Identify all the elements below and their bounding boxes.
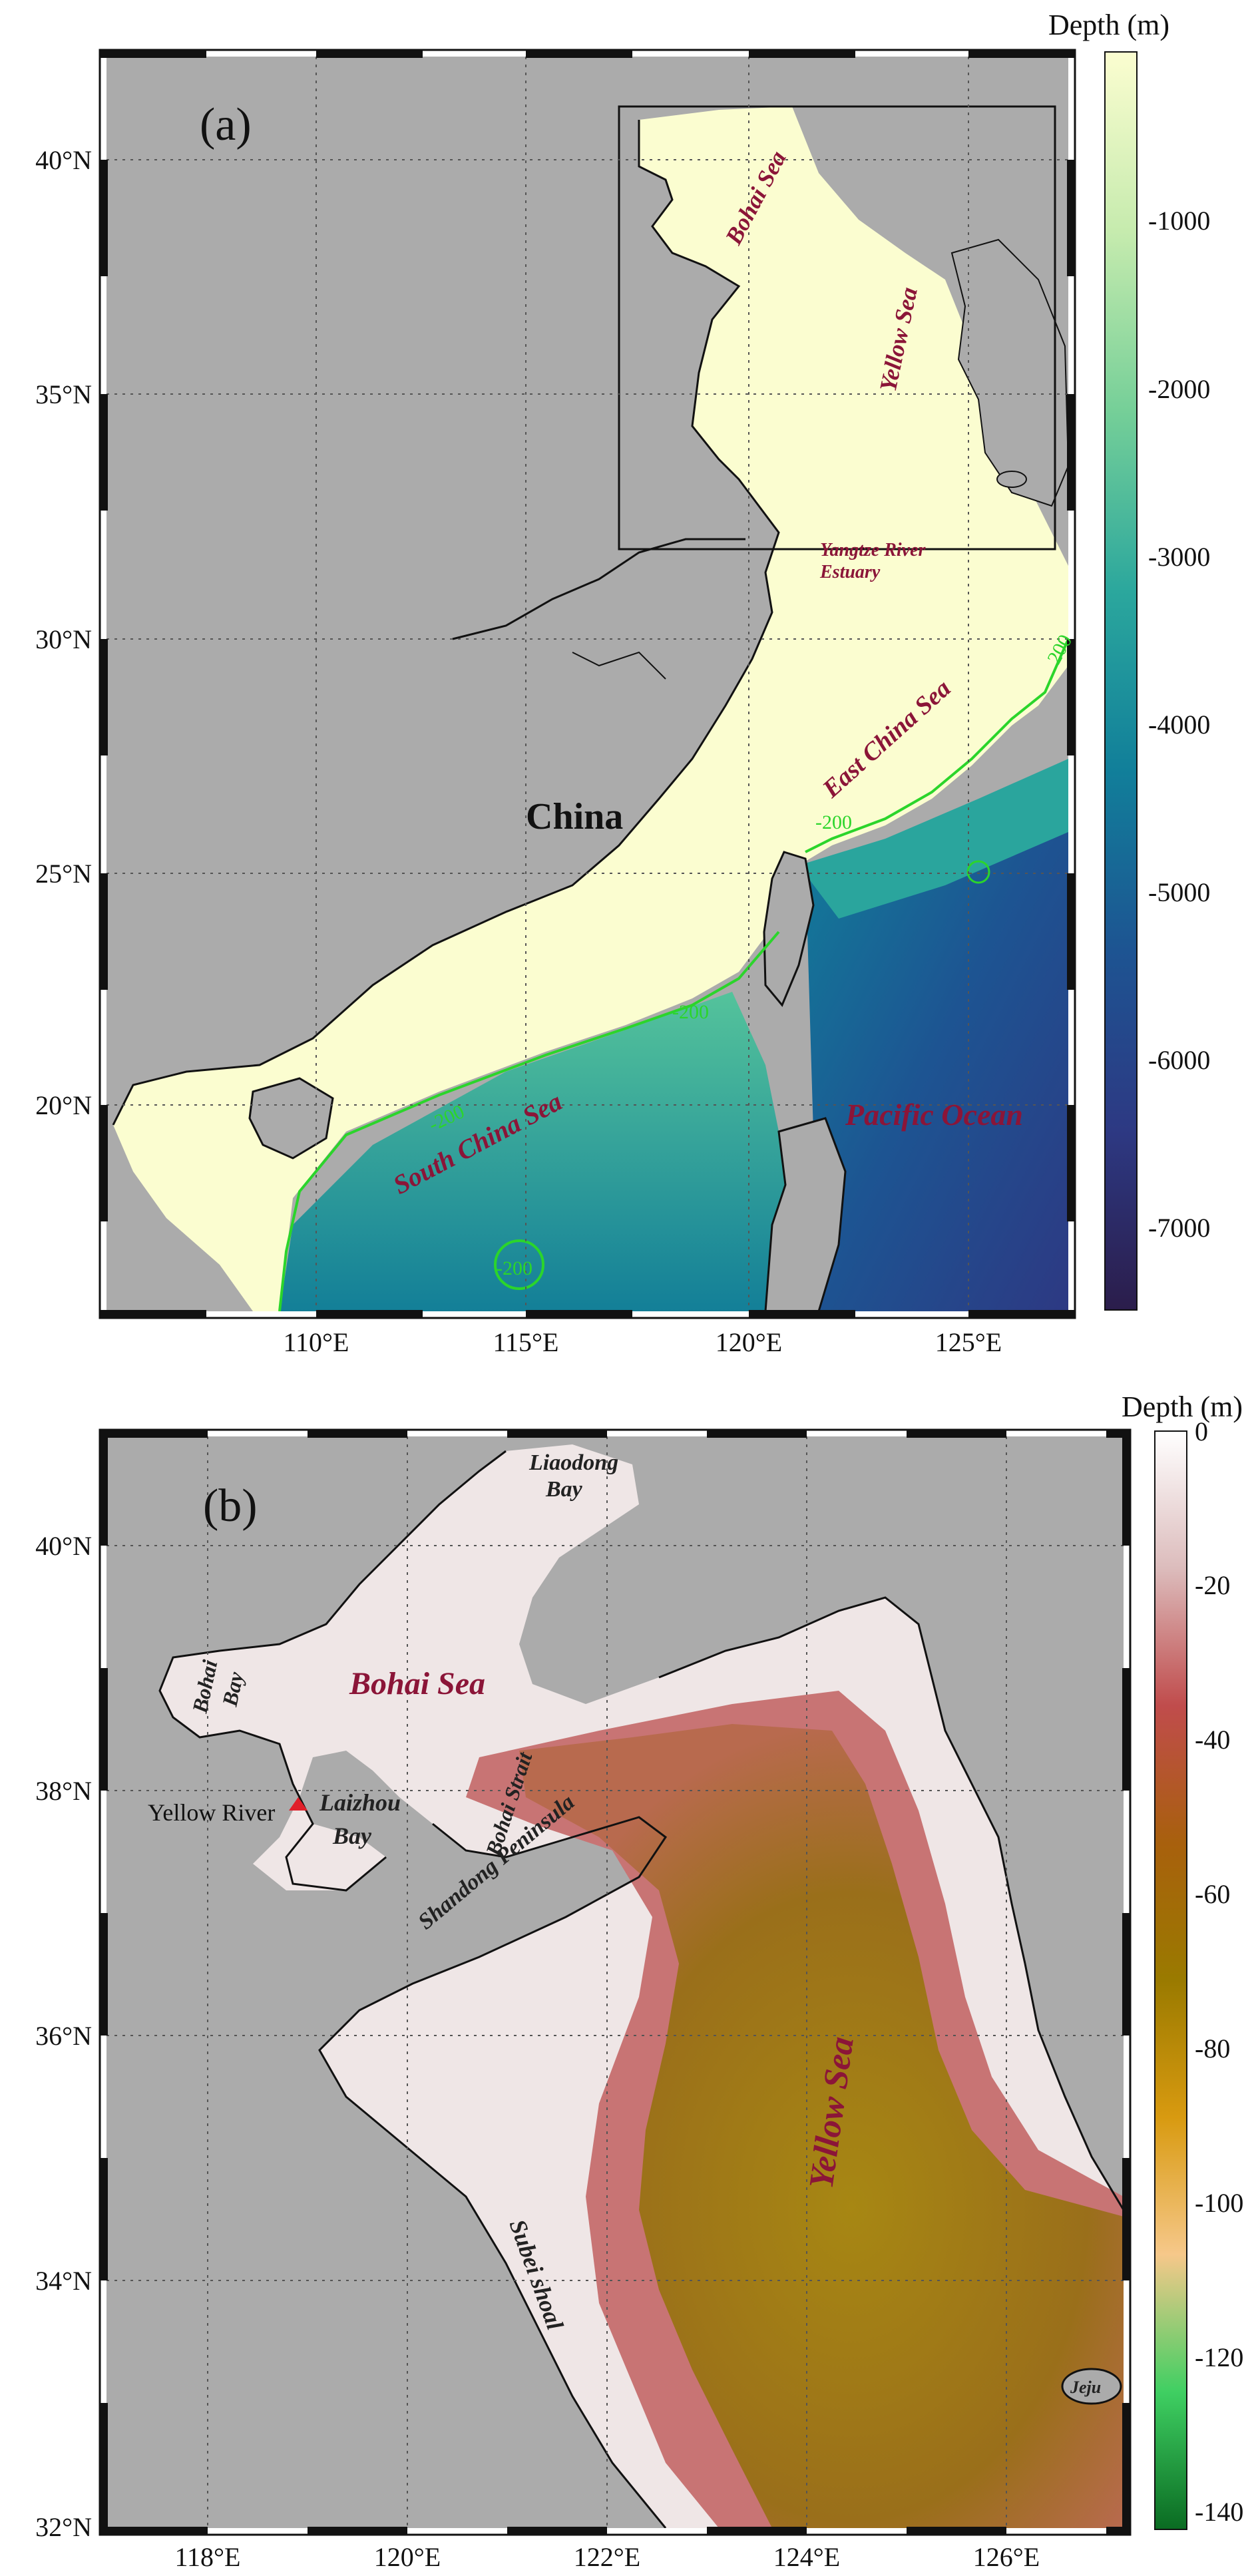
panel-a-contour-label: -200	[496, 1257, 532, 1279]
panel-a-inset-box	[618, 105, 1056, 550]
panel-a-grid	[106, 57, 1068, 1311]
panel-a-coastline	[112, 120, 780, 1126]
panel-a-jeju	[996, 471, 1027, 488]
panel-b-label-jeju: Jeju	[1070, 2378, 1101, 2397]
lon-tick: 124°E	[773, 2542, 840, 2572]
panel-a-colorbar-ticks: -1000 -2000 -3000 -4000 -5000 -6000 -700…	[1148, 206, 1210, 1243]
panel-b-colorbar-title: Depth (m)	[1122, 1391, 1243, 1423]
panel-a-map	[106, 57, 1068, 1311]
panel-a: (a) Bohai Sea Yellow Sea Yangtze River E…	[35, 9, 1210, 1357]
panel-b-map	[106, 1436, 1124, 2528]
cb-tick: -7000	[1148, 1213, 1210, 1243]
panel-a-colorbar	[1104, 51, 1138, 1311]
panel-b-label-laizhou-2: Bay	[332, 1823, 372, 1849]
panel-b-label-liaodong-2: Bay	[545, 1477, 583, 1502]
cb-tick: -3000	[1148, 542, 1210, 572]
panel-a-luzon	[764, 1117, 847, 1311]
panel-b-jeju	[1061, 2368, 1122, 2405]
cb-tick: -120	[1195, 2342, 1243, 2372]
panel-a-shelf	[113, 107, 1068, 1311]
lon-tick: 125°E	[935, 1327, 1002, 1357]
lat-tick: 30°N	[35, 624, 92, 654]
panel-b-deep-trough	[519, 1724, 1124, 2528]
panel-a-frame	[99, 49, 1076, 1319]
cb-tick: -20	[1195, 1570, 1230, 1600]
lon-tick: 120°E	[716, 1327, 782, 1357]
cb-tick: -1000	[1148, 206, 1210, 236]
cb-tick: -4000	[1148, 710, 1210, 740]
lat-tick: 25°N	[35, 859, 92, 889]
lat-tick: 40°N	[35, 1531, 92, 1561]
lat-tick: 35°N	[35, 379, 92, 409]
panel-b-colorbar-ticks: 0 -20 -40 -60 -80 -100 -120 -140	[1195, 1416, 1243, 2527]
panel-a-contour-label: -200	[672, 1001, 709, 1023]
panel-a-ryukyu-slope	[799, 759, 1068, 919]
panel-a-river-2	[572, 651, 666, 680]
panel-b-label-yellow-river: Yellow River	[148, 1799, 275, 1826]
cb-tick: -100	[1195, 2188, 1243, 2218]
panel-b-label-laizhou-1: Laizhou	[319, 1789, 401, 1816]
cb-tick: -5000	[1148, 877, 1210, 907]
panel-a-label-pacific-ocean: Pacific Ocean	[845, 1098, 1023, 1132]
lon-tick: 115°E	[493, 1327, 559, 1357]
panel-a-korea	[950, 238, 1068, 507]
panel-a-contour-seamount	[494, 1239, 544, 1290]
panel-b-colorbar	[1154, 1430, 1187, 2530]
panel-a-lon-ticks: 110°E 115°E 120°E 125°E	[284, 1327, 1002, 1357]
panel-a-label-china: China	[526, 796, 623, 837]
panel-a-contour-200	[278, 638, 1068, 1311]
lat-tick: 36°N	[35, 2021, 92, 2051]
panel-b-grid	[106, 1436, 1124, 2528]
lat-tick: 32°N	[35, 2512, 92, 2542]
panel-a-colorbar-title: Depth (m)	[1048, 9, 1169, 41]
panel-a-scs-basin	[280, 992, 792, 1311]
lat-tick: 40°N	[35, 145, 92, 175]
panel-b-frame	[99, 1428, 1132, 2536]
lat-tick: 20°N	[35, 1090, 92, 1120]
panel-b-label-bohai-sea: Bohai Sea	[349, 1666, 485, 1701]
lat-tick: 34°N	[35, 2266, 92, 2296]
panel-b-lat-ticks: 40°N 38°N 36°N 34°N 32°N	[35, 1531, 92, 2542]
cb-tick: -60	[1195, 1879, 1230, 1909]
panel-b-yellow-river-marker	[289, 1797, 308, 1811]
lat-tick: 38°N	[35, 1776, 92, 1806]
panel-b: (b) Liaodong Bay Bohai Sea Bohai Bay Boh…	[35, 1391, 1243, 2572]
cb-tick: -2000	[1148, 374, 1210, 404]
panel-a-taiwan	[763, 851, 815, 1007]
panel-b-label: (b)	[203, 1480, 258, 1532]
cb-tick: -40	[1195, 1725, 1230, 1755]
panel-a-yangtze-river	[452, 538, 745, 640]
cb-tick: -6000	[1148, 1045, 1210, 1075]
panel-a-contour-label: -200	[815, 811, 852, 833]
cb-tick: -140	[1195, 2497, 1243, 2527]
cb-tick: -80	[1195, 2034, 1230, 2063]
panel-b-label-liaodong-1: Liaodong	[528, 1450, 618, 1475]
panel-a-lat-ticks: 40°N 35°N 30°N 25°N 20°N	[35, 145, 92, 1120]
cb-tick: 0	[1195, 1416, 1208, 1446]
lon-tick: 110°E	[284, 1327, 349, 1357]
lon-tick: 118°E	[175, 2542, 241, 2572]
panel-b-lon-ticks: 118°E 120°E 122°E 124°E 126°E	[175, 2542, 1040, 2572]
lon-tick: 120°E	[374, 2542, 441, 2572]
panel-a-deep-ocean	[805, 785, 1068, 1311]
panel-a-label: (a)	[200, 99, 252, 150]
panel-b-coastline	[158, 1450, 668, 2528]
lon-tick: 122°E	[574, 2542, 640, 2572]
panel-a-hainan	[248, 1077, 334, 1160]
panel-a-label-yangtze-2: Estuary	[819, 562, 881, 582]
panel-b-korea-coast	[658, 1596, 1124, 2211]
lon-tick: 126°E	[973, 2542, 1040, 2572]
panel-a-label-yangtze-1: Yangtze River	[820, 540, 927, 560]
